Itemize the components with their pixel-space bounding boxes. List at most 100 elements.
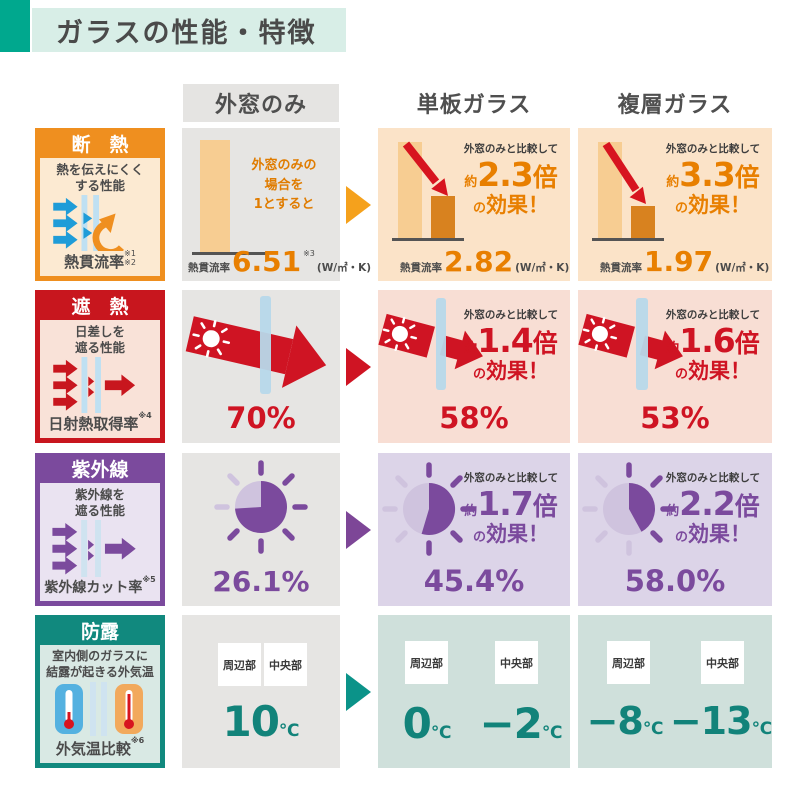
effect-line: の効果！: [456, 523, 566, 545]
u-value: 2.82: [444, 245, 514, 278]
edge-temperature: −8 ℃: [578, 699, 672, 743]
heat-shield-single-cell: 外窓のみと比較して 約1.4倍 の効果！ 58%: [378, 290, 570, 443]
compare-label: 外窓のみと比較して: [463, 472, 559, 484]
condensation-outer-cell: 周辺部 中央部 10 ℃: [182, 615, 340, 768]
compare-label: 外窓のみと比較して: [665, 309, 761, 321]
effect-particle: の: [472, 529, 486, 545]
uv-cut-value: 58.0%: [624, 564, 726, 598]
uv-description: 紫外線を 遮る性能: [75, 487, 125, 520]
multiplier-line: 約1.7倍: [456, 486, 566, 522]
unit: (W/㎡・K): [316, 262, 372, 274]
comparison-block: 外窓のみと比較して 約3.3倍 の効果！: [658, 143, 768, 216]
uv-double-cell: 外窓のみと比較して 約2.2倍 の効果！ 58.0%: [578, 453, 772, 606]
metric-text: 熱貫流率: [64, 253, 125, 271]
note: ※1: [124, 249, 136, 258]
effect-text: 効果！: [486, 358, 549, 383]
metric-label: 熱貫流率: [400, 262, 442, 274]
uv-sun-graphic: [214, 460, 308, 554]
effect-line: の効果！: [658, 523, 768, 545]
effect-text: 効果！: [486, 192, 549, 217]
reference-bar-graphic: [200, 140, 230, 252]
unit: (W/㎡・K): [715, 262, 770, 274]
desc-line: 熱を伝えにくく: [56, 162, 144, 177]
approx: 約: [464, 175, 478, 191]
center-label-box: 中央部: [264, 643, 307, 686]
effect-text: 効果！: [688, 521, 751, 546]
flow-arrow-icon: [346, 511, 371, 549]
comparison-block: 外窓のみと比較して 約1.7倍 の効果！: [456, 472, 566, 545]
uv-sun-graphic: [582, 462, 676, 556]
center-temperature: −13 ℃: [670, 699, 772, 743]
uv-category-body: 紫外線を 遮る性能 紫外線カット率 ※5: [40, 483, 160, 601]
effect-particle: の: [674, 200, 688, 216]
uv-cut-value: 26.1%: [212, 565, 310, 598]
times: 倍: [532, 492, 558, 522]
row-uv: 紫外線 紫外線を 遮る性能 紫外線カット率: [0, 453, 800, 606]
solar-gain-value: 53%: [640, 401, 710, 435]
heat-flow-icon: [53, 194, 124, 251]
note: ※5: [142, 575, 156, 584]
metric-text: 日射熱取得率: [48, 415, 139, 433]
insulation-double-cell: 外窓のみと比較して 約3.3倍 の効果！ 熱貫流率 1.97 (W/㎡・K): [578, 128, 772, 281]
uv-metric-label: 紫外線カット率 ※5: [44, 575, 156, 597]
compare-label: 外窓のみと比較して: [463, 309, 559, 321]
uv-cut-value: 45.4%: [423, 564, 525, 598]
effect-particle: の: [674, 529, 688, 545]
temp-unit: ℃: [430, 723, 452, 743]
condensation-category-body: 室内側のガラスに 結露が起きる外気温 外気温比較: [40, 645, 160, 763]
value-note: ※3: [303, 249, 315, 258]
multiplier: 1.6: [679, 321, 735, 361]
approx: 約: [666, 175, 680, 191]
flow-arrow-icon: [346, 186, 371, 224]
approx: 約: [464, 341, 478, 357]
thermometer-icon: [55, 682, 143, 737]
center-label-box: 中央部: [701, 641, 744, 684]
condensation-double-cell: 周辺部 中央部 −8 ℃ −13 ℃: [578, 615, 772, 768]
temperature-value: 10 ℃: [182, 697, 340, 746]
insulation-metric-label: 熱貫流率 ※1 ※2: [64, 249, 136, 272]
approx: 約: [464, 504, 478, 520]
edge-label-box: 周辺部: [405, 641, 448, 684]
edge-label-box: 周辺部: [607, 641, 650, 684]
sun-arrow-graphic: [578, 298, 683, 390]
reference-note: 外窓のみの 場合を 1とすると: [232, 156, 336, 215]
compare-label: 外窓のみと比較して: [665, 143, 761, 155]
metric-notes: ※1 ※2: [124, 249, 136, 267]
sun-block-icon: [53, 356, 136, 413]
column-header-double-glass: 複層ガラス: [617, 93, 733, 118]
u-value-line: 熱貫流率 1.97 (W/㎡・K): [600, 247, 770, 275]
condensation-category-title: 防露: [80, 620, 119, 643]
condensation-single-cell: 周辺部 中央部 0 ℃ −2 ℃: [378, 615, 570, 768]
condensation-metric-label: 外気温比較 ※6: [56, 736, 144, 759]
condensation-category-panel: 防露 室内側のガラスに 結露が起きる外気温: [35, 615, 165, 768]
desc-line: 室内側のガラスに: [52, 649, 148, 663]
note-line: 外窓のみの: [251, 158, 317, 173]
temp-number: −8: [586, 699, 644, 743]
column-header-outer-only: 外窓のみ: [183, 84, 339, 122]
comparison-block: 外窓のみと比較して 約2.3倍 の効果！: [456, 143, 566, 217]
multiplier-line: 約1.6倍: [658, 321, 768, 361]
temp-unit: ℃: [642, 719, 664, 739]
compare-label: 外窓のみと比較して: [665, 472, 761, 484]
insulation-category-panel: 断 熱 熱を伝えにくく する性能 熱貫: [35, 128, 165, 281]
metric-label: 熱貫流率: [188, 262, 230, 274]
insulation-description: 熱を伝えにくく する性能: [56, 162, 143, 195]
bar-comparison-graphic: [392, 141, 464, 241]
row-condensation: 防露 室内側のガラスに 結露が起きる外気温: [0, 615, 800, 768]
temp-unit: ℃: [541, 723, 563, 743]
times: 倍: [734, 492, 760, 522]
desc-line: 紫外線を: [74, 487, 125, 502]
approx: 約: [666, 504, 680, 520]
note-line: 場合を: [264, 177, 304, 193]
effect-line: の効果！: [456, 360, 566, 382]
multiplier-line: 約2.2倍: [658, 486, 768, 522]
bar-baseline: [192, 252, 266, 255]
center-label-box: 中央部: [495, 641, 538, 684]
u-value-line: 熱貫流率 2.82 (W/㎡・K): [400, 245, 569, 278]
temp-unit: ℃: [278, 721, 300, 741]
uv-category-panel: 紫外線 紫外線を 遮る性能 紫外線カット率: [35, 453, 165, 606]
comparison-block: 外窓のみと比較して 約1.4倍 の効果！: [456, 309, 566, 382]
flow-arrow-icon: [346, 673, 371, 711]
multiplier: 3.3: [679, 155, 735, 195]
desc-line: 日差しを: [74, 324, 125, 339]
